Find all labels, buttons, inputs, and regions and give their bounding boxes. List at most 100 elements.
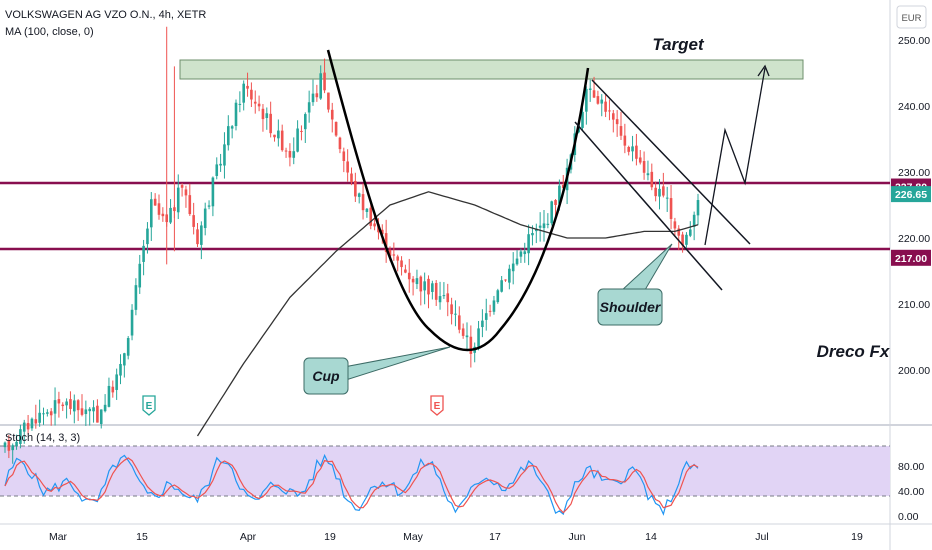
channel-lower-line[interactable] xyxy=(574,121,723,291)
candle-body xyxy=(3,442,7,448)
candle-body xyxy=(654,187,657,197)
candle-body xyxy=(330,109,334,120)
time-tick-label: Apr xyxy=(240,531,257,543)
time-tick-label: Jul xyxy=(755,531,768,543)
candle-body xyxy=(431,283,434,292)
time-tick-label: 19 xyxy=(851,531,863,543)
candle-body xyxy=(161,213,165,217)
ma-100-line xyxy=(196,191,699,437)
candle-body xyxy=(481,320,484,328)
candle-body xyxy=(361,194,365,211)
candle-body xyxy=(203,208,207,229)
channel-upper-line[interactable] xyxy=(591,79,751,245)
candle-body xyxy=(327,92,330,110)
candle-body xyxy=(392,254,396,256)
dividend-marker[interactable]: E xyxy=(430,395,444,416)
price-axis[interactable]: 250.00 240.00 230.00 220.00 210.00 200.00 xyxy=(898,35,930,377)
candle-body xyxy=(673,221,677,229)
candle-body xyxy=(277,130,280,139)
projection-path[interactable] xyxy=(704,67,766,246)
stoch-indicator-label[interactable]: Stoch (14, 3, 3) xyxy=(5,432,80,444)
price-tag xyxy=(891,249,931,266)
shoulder-callout[interactable] xyxy=(597,288,663,326)
candle-body xyxy=(365,208,369,212)
candle-body xyxy=(119,363,122,376)
stoch-k-line xyxy=(4,453,699,516)
candle-body xyxy=(550,201,553,224)
candle-body xyxy=(596,96,600,104)
candle-body xyxy=(407,272,411,280)
candle-body xyxy=(30,418,34,429)
candle-body xyxy=(500,280,503,292)
candle-body xyxy=(300,130,303,132)
candle-body xyxy=(508,268,511,283)
candle-body xyxy=(519,251,523,257)
candle-body xyxy=(665,197,669,199)
price-tag-label: 226.65 xyxy=(895,189,927,201)
candle-body xyxy=(253,101,257,104)
candle-body xyxy=(461,328,465,336)
candle-body xyxy=(169,207,172,223)
candle-body xyxy=(623,135,627,146)
ma-indicator-label[interactable]: MA (100, close, 0) xyxy=(5,26,94,38)
candle-body xyxy=(411,278,415,283)
price-tick-label: 210.00 xyxy=(898,299,930,311)
candle-body xyxy=(296,128,299,152)
target-zone-box[interactable] xyxy=(179,59,804,80)
cup-drawing[interactable] xyxy=(326,49,590,352)
currency-button[interactable] xyxy=(896,5,927,29)
candle-body xyxy=(511,263,515,272)
currency-button-label: EUR xyxy=(901,13,921,24)
candle-body xyxy=(92,407,95,412)
price-tick-label: 230.00 xyxy=(898,167,930,179)
stoch-axis[interactable]: 80.00 40.00 0.00 xyxy=(898,461,924,523)
earnings-marker[interactable]: E xyxy=(142,395,156,416)
candle-body xyxy=(288,150,292,158)
candle-body xyxy=(142,245,145,262)
candle-body xyxy=(19,429,22,444)
candle-body xyxy=(646,173,650,176)
candle-body xyxy=(61,404,65,407)
candle-body xyxy=(484,313,488,320)
candle-body xyxy=(373,223,376,227)
candle-body xyxy=(627,146,630,152)
time-axis[interactable]: Mar 15 Apr 19 May 17 Jun 14 Jul 19 xyxy=(49,531,863,543)
candle-body xyxy=(22,422,26,432)
candle-body xyxy=(689,229,692,236)
candle-body xyxy=(207,205,211,207)
candle-body xyxy=(146,228,149,245)
candle-body xyxy=(354,180,357,197)
candle-body xyxy=(234,102,238,127)
author-label: Dreco Fx xyxy=(817,342,891,361)
candle-body xyxy=(388,249,392,257)
candles-group xyxy=(3,26,700,464)
candle-body xyxy=(219,163,222,166)
candle-body xyxy=(103,404,107,412)
candle-body xyxy=(107,385,111,407)
candle-body xyxy=(558,185,561,204)
candle-body xyxy=(280,130,284,151)
candle-body xyxy=(96,405,99,423)
candle-body xyxy=(404,269,407,273)
candle-body xyxy=(346,161,349,173)
candle-body xyxy=(246,85,249,89)
candle-body xyxy=(176,187,180,213)
candle-body xyxy=(111,386,115,393)
candle-body xyxy=(73,400,76,412)
candle-body xyxy=(496,290,500,303)
candle-body xyxy=(542,223,546,229)
candle-body xyxy=(319,73,322,99)
candle-body xyxy=(338,137,342,150)
candle-body xyxy=(592,90,596,98)
symbol-title[interactable]: VOLKSWAGEN AG VZO O.N., 4h, XETR xyxy=(5,9,206,21)
candle-body xyxy=(442,295,446,297)
earnings-marker-text: E xyxy=(146,401,153,412)
candle-body xyxy=(527,234,530,254)
candle-body xyxy=(311,93,315,103)
time-tick-label: 14 xyxy=(645,531,657,543)
cup-callout[interactable] xyxy=(303,357,349,395)
candle-body xyxy=(273,134,276,138)
price-tick-label: 220.00 xyxy=(898,233,930,245)
candle-body xyxy=(215,164,219,176)
